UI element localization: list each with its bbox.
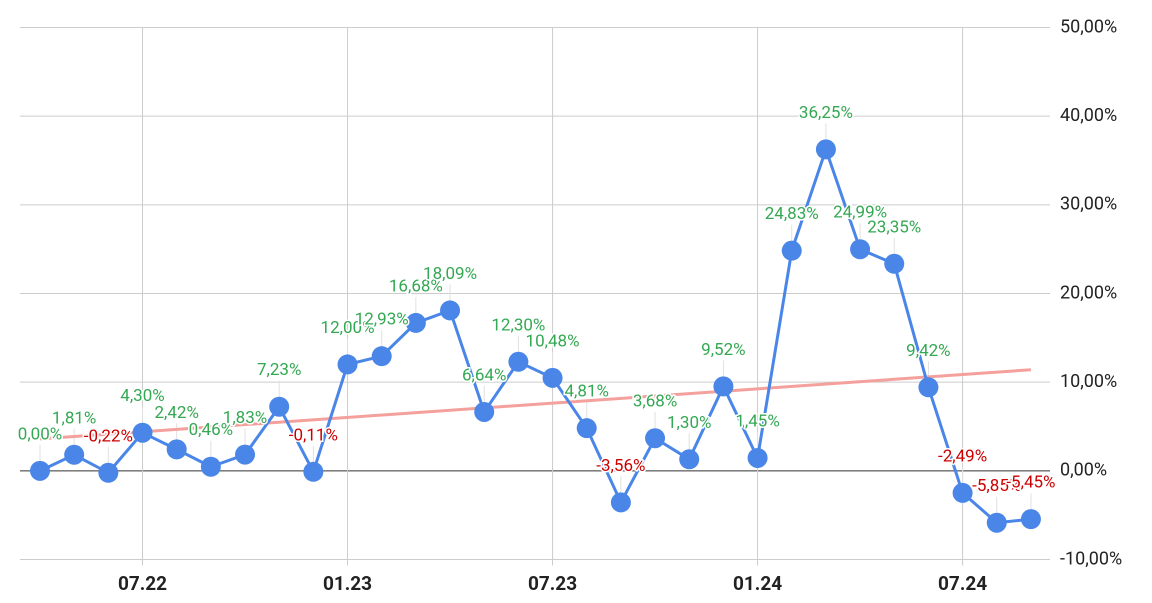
data-label: 24,99% bbox=[833, 203, 887, 223]
data-label: 7,23% bbox=[257, 360, 301, 380]
x-tick-label: 01.23 bbox=[323, 572, 372, 595]
data-label: 1,45% bbox=[735, 411, 779, 431]
data-point bbox=[200, 456, 221, 477]
data-label: 0,46% bbox=[189, 420, 233, 440]
data-label: 2,42% bbox=[154, 403, 198, 423]
data-label: 9,52% bbox=[701, 340, 745, 360]
data-point bbox=[371, 346, 392, 367]
data-point bbox=[986, 512, 1007, 533]
x-tick-label: 07.23 bbox=[528, 572, 577, 595]
data-point bbox=[166, 439, 187, 460]
data-label: 3,68% bbox=[633, 392, 677, 412]
data-point bbox=[918, 377, 939, 398]
data-point bbox=[235, 444, 256, 465]
data-label: 1,30% bbox=[667, 413, 711, 433]
data-point bbox=[713, 376, 734, 397]
data-point bbox=[679, 449, 700, 470]
data-label: 23,35% bbox=[867, 217, 921, 237]
data-point bbox=[64, 444, 85, 465]
data-label: 12,30% bbox=[491, 315, 545, 335]
data-point bbox=[303, 461, 324, 482]
x-tick-label: 07.22 bbox=[118, 572, 167, 595]
data-point bbox=[884, 253, 905, 274]
data-label: 36,25% bbox=[799, 103, 853, 123]
x-tick-label: 01.24 bbox=[733, 572, 782, 595]
data-point bbox=[440, 300, 461, 321]
y-tick-label: 0,00% bbox=[1060, 460, 1107, 481]
data-point bbox=[952, 482, 973, 503]
data-label: 24,83% bbox=[765, 204, 819, 224]
data-label: 4,81% bbox=[564, 382, 608, 402]
data-point bbox=[850, 239, 871, 260]
y-tick-label: 50,00% bbox=[1060, 16, 1117, 37]
data-point bbox=[508, 351, 529, 372]
data-label: -3,56% bbox=[596, 456, 645, 476]
y-tick-label: 20,00% bbox=[1060, 282, 1117, 303]
data-label: 6,64% bbox=[462, 365, 506, 385]
trendline bbox=[39, 368, 1032, 441]
data-point bbox=[269, 396, 290, 417]
data-label: 1,83% bbox=[223, 408, 267, 428]
data-point bbox=[781, 240, 802, 261]
data-label: 12,93% bbox=[355, 310, 409, 330]
data-point bbox=[98, 462, 119, 483]
data-label: 4,30% bbox=[120, 386, 164, 406]
data-label: -5,45% bbox=[1006, 473, 1055, 493]
data-point bbox=[576, 418, 597, 439]
data-label: 18,09% bbox=[423, 264, 477, 284]
data-point bbox=[747, 447, 768, 468]
data-point bbox=[337, 354, 358, 375]
data-label: -0,22% bbox=[84, 426, 133, 446]
y-tick-label: -10,00% bbox=[1060, 548, 1122, 569]
data-point bbox=[132, 422, 153, 443]
y-tick-label: 30,00% bbox=[1060, 194, 1117, 215]
data-point bbox=[815, 139, 836, 160]
data-label: -0,11% bbox=[289, 425, 338, 445]
data-label: -5,85% bbox=[972, 476, 1021, 496]
x-tick-label: 07.24 bbox=[938, 572, 987, 595]
data-point bbox=[30, 460, 50, 481]
data-point bbox=[610, 492, 631, 513]
data-label: 16,68% bbox=[389, 276, 443, 296]
data-point bbox=[1020, 509, 1041, 530]
data-point bbox=[645, 428, 666, 449]
data-label: 9,42% bbox=[906, 341, 950, 361]
data-label: 10,48% bbox=[526, 331, 580, 351]
data-point bbox=[474, 401, 495, 422]
y-tick-label: 40,00% bbox=[1060, 105, 1117, 126]
data-label: 1,81% bbox=[52, 408, 96, 428]
y-tick-label: 10,00% bbox=[1060, 371, 1117, 392]
data-point bbox=[405, 312, 426, 333]
data-point bbox=[542, 367, 563, 388]
data-label: 12,00% bbox=[321, 318, 375, 338]
data-label: 0,00% bbox=[18, 424, 62, 444]
data-label: -2,49% bbox=[938, 446, 987, 466]
